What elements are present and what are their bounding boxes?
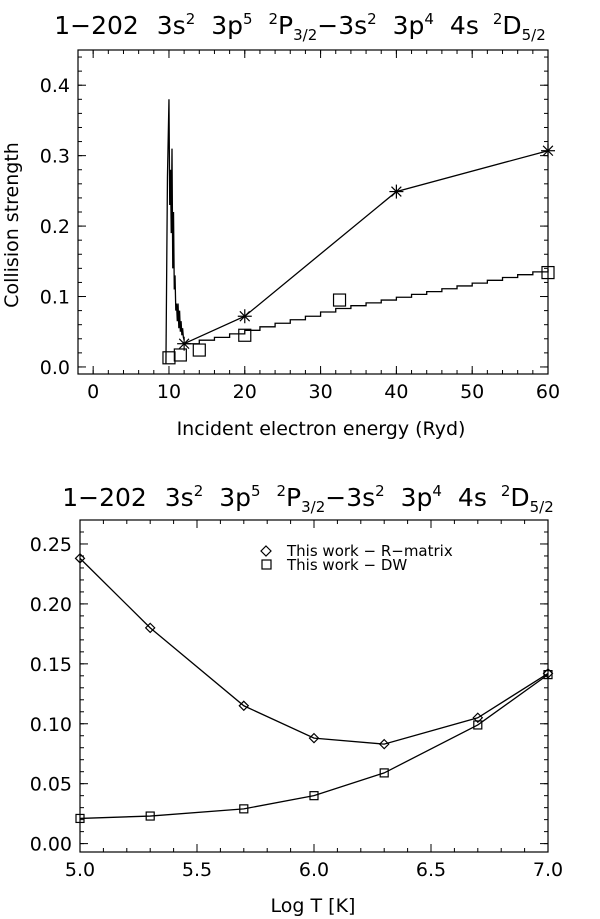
diamond-marker bbox=[542, 668, 554, 679]
legend: This work − R−matrix This work − DW bbox=[260, 542, 453, 574]
series-step-line bbox=[184, 269, 549, 345]
square-marker bbox=[192, 343, 206, 357]
top-chart-title: 1−202 3s2 3p5 2P3/2−3s2 3p4 4s 2D5/2 bbox=[54, 1, 546, 44]
bottom-plot-area: 5.0 5.5 6.0 6.5 7.0 0.00 0.05 0.10 0.15 0.20 0.25 bbox=[30, 519, 563, 881]
square-marker bbox=[543, 670, 553, 680]
top-chart: 1−202 3s2 3p5 2P3/2−3s2 3p4 4s 2D5/2 0 10… bbox=[1, 1, 560, 440]
asterisk-marker bbox=[177, 336, 192, 351]
y-tick-label: 0.25 bbox=[30, 534, 72, 556]
x-tick-label: 5.5 bbox=[182, 859, 212, 881]
asterisk-marker bbox=[541, 143, 555, 158]
diamond-marker bbox=[238, 700, 250, 712]
square-marker bbox=[239, 804, 249, 814]
top-y-axis-title: Collision strength bbox=[1, 142, 23, 308]
y-tick-label: 0.05 bbox=[30, 774, 72, 796]
bottom-chart-title: 1−202 3s2 3p5 2P3/2−3s2 3p4 4s 2D5/2 bbox=[62, 473, 554, 516]
y-tick-label: 0.3 bbox=[40, 146, 70, 168]
y-tick-label: 0.00 bbox=[30, 834, 72, 856]
legend-entry-rmatrix: This work − R−matrix bbox=[286, 542, 453, 560]
square-marker bbox=[473, 720, 483, 730]
legend-diamond-marker bbox=[260, 545, 272, 557]
x-tick-label: 30 bbox=[308, 381, 332, 403]
x-tick-label: 40 bbox=[384, 381, 408, 403]
square-marker bbox=[145, 811, 155, 821]
diamond-marker bbox=[144, 622, 156, 634]
series-line bbox=[79, 674, 549, 820]
top-plot-area: 0 10 20 30 40 50 60 0.0 0.1 0.2 0.3 0.4 bbox=[40, 49, 560, 403]
diamond-marker bbox=[74, 553, 86, 564]
diamond-marker bbox=[378, 738, 390, 750]
x-tick-label: 20 bbox=[233, 381, 257, 403]
square-marker bbox=[541, 265, 555, 280]
y-tick-label: 0.1 bbox=[40, 287, 70, 309]
legend-square-marker bbox=[261, 559, 272, 570]
series-line bbox=[183, 150, 549, 345]
x-tick-label: 6.5 bbox=[416, 859, 446, 881]
plot-frame bbox=[77, 49, 549, 375]
square-marker bbox=[309, 791, 319, 801]
x-tick-label: 0 bbox=[87, 381, 99, 403]
x-tick-label: 50 bbox=[460, 381, 484, 403]
square-marker bbox=[332, 293, 347, 307]
y-tick-label: 0.4 bbox=[40, 75, 70, 97]
square-marker bbox=[238, 328, 252, 342]
x-tick-label: 6.0 bbox=[299, 859, 329, 881]
bottom-chart: 1−202 3s2 3p5 2P3/2−3s2 3p4 4s 2D5/2 5.0… bbox=[30, 473, 563, 917]
square-marker bbox=[173, 348, 187, 362]
x-tick-label: 10 bbox=[157, 381, 181, 403]
x-tick-label: 5.0 bbox=[65, 859, 95, 881]
asterisk-marker bbox=[237, 309, 252, 324]
legend-entry-dw: This work − DW bbox=[286, 556, 407, 574]
diamond-marker bbox=[472, 712, 484, 724]
y-tick-label: 0.20 bbox=[30, 594, 72, 616]
square-marker bbox=[75, 813, 85, 824]
x-tick-label: 7.0 bbox=[533, 859, 563, 881]
x-tick-label: 60 bbox=[536, 381, 560, 403]
top-x-axis-title: Incident electron energy (Ryd) bbox=[177, 418, 466, 440]
y-tick-label: 0.10 bbox=[30, 714, 72, 736]
y-tick-label: 0.0 bbox=[40, 357, 70, 379]
y-tick-label: 0.15 bbox=[30, 654, 72, 676]
series-line bbox=[165, 99, 185, 364]
bottom-x-axis-title: Log T [K] bbox=[271, 895, 356, 917]
square-marker bbox=[162, 351, 176, 365]
series-line bbox=[79, 557, 549, 745]
asterisk-marker bbox=[389, 184, 404, 199]
diamond-marker bbox=[308, 732, 320, 744]
square-marker bbox=[379, 768, 389, 778]
y-tick-label: 0.2 bbox=[40, 216, 70, 238]
